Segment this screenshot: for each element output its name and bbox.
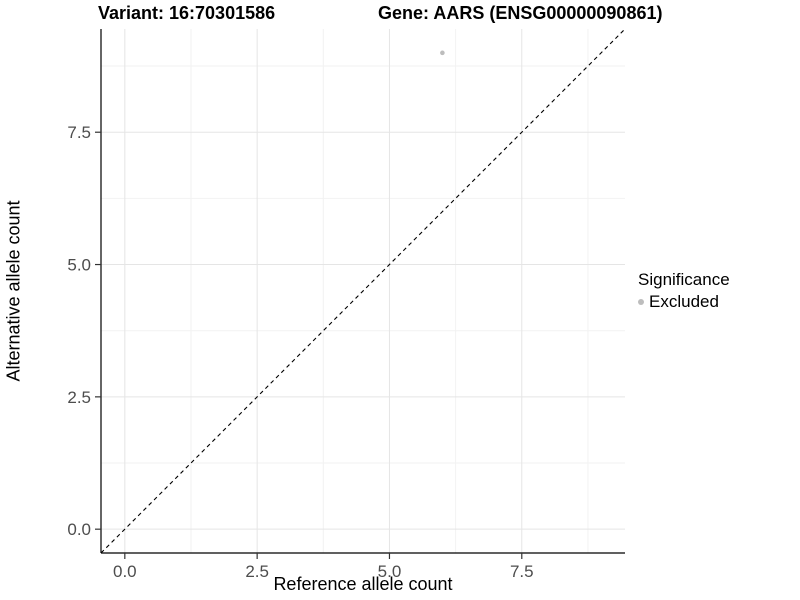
- legend: Significance Excluded: [638, 270, 730, 311]
- y-tick-label: 0.0: [67, 520, 91, 539]
- x-tick-label: 7.5: [510, 562, 534, 581]
- x-tick-label: 0.0: [113, 562, 137, 581]
- y-tick-label: 2.5: [67, 388, 91, 407]
- data-point: [440, 50, 445, 56]
- plot-title-gene: Gene: AARS (ENSG00000090861): [378, 3, 663, 23]
- y-tick-label: 7.5: [67, 123, 91, 142]
- legend-title: Significance: [638, 270, 730, 289]
- y-tick-label: 5.0: [67, 256, 91, 275]
- identity-dashed-line: [100, 28, 626, 554]
- plot-title-variant: Variant: 16:70301586: [98, 3, 276, 23]
- legend-entry-label: Excluded: [649, 292, 719, 311]
- x-axis-title: Reference allele count: [273, 574, 453, 594]
- y-axis-title: Alternative allele count: [3, 200, 24, 382]
- legend-key-dot: [638, 298, 644, 305]
- x-tick-label: 2.5: [245, 562, 269, 581]
- legend-entry: Excluded: [638, 292, 730, 311]
- x-tick-label: 5.0: [378, 562, 402, 581]
